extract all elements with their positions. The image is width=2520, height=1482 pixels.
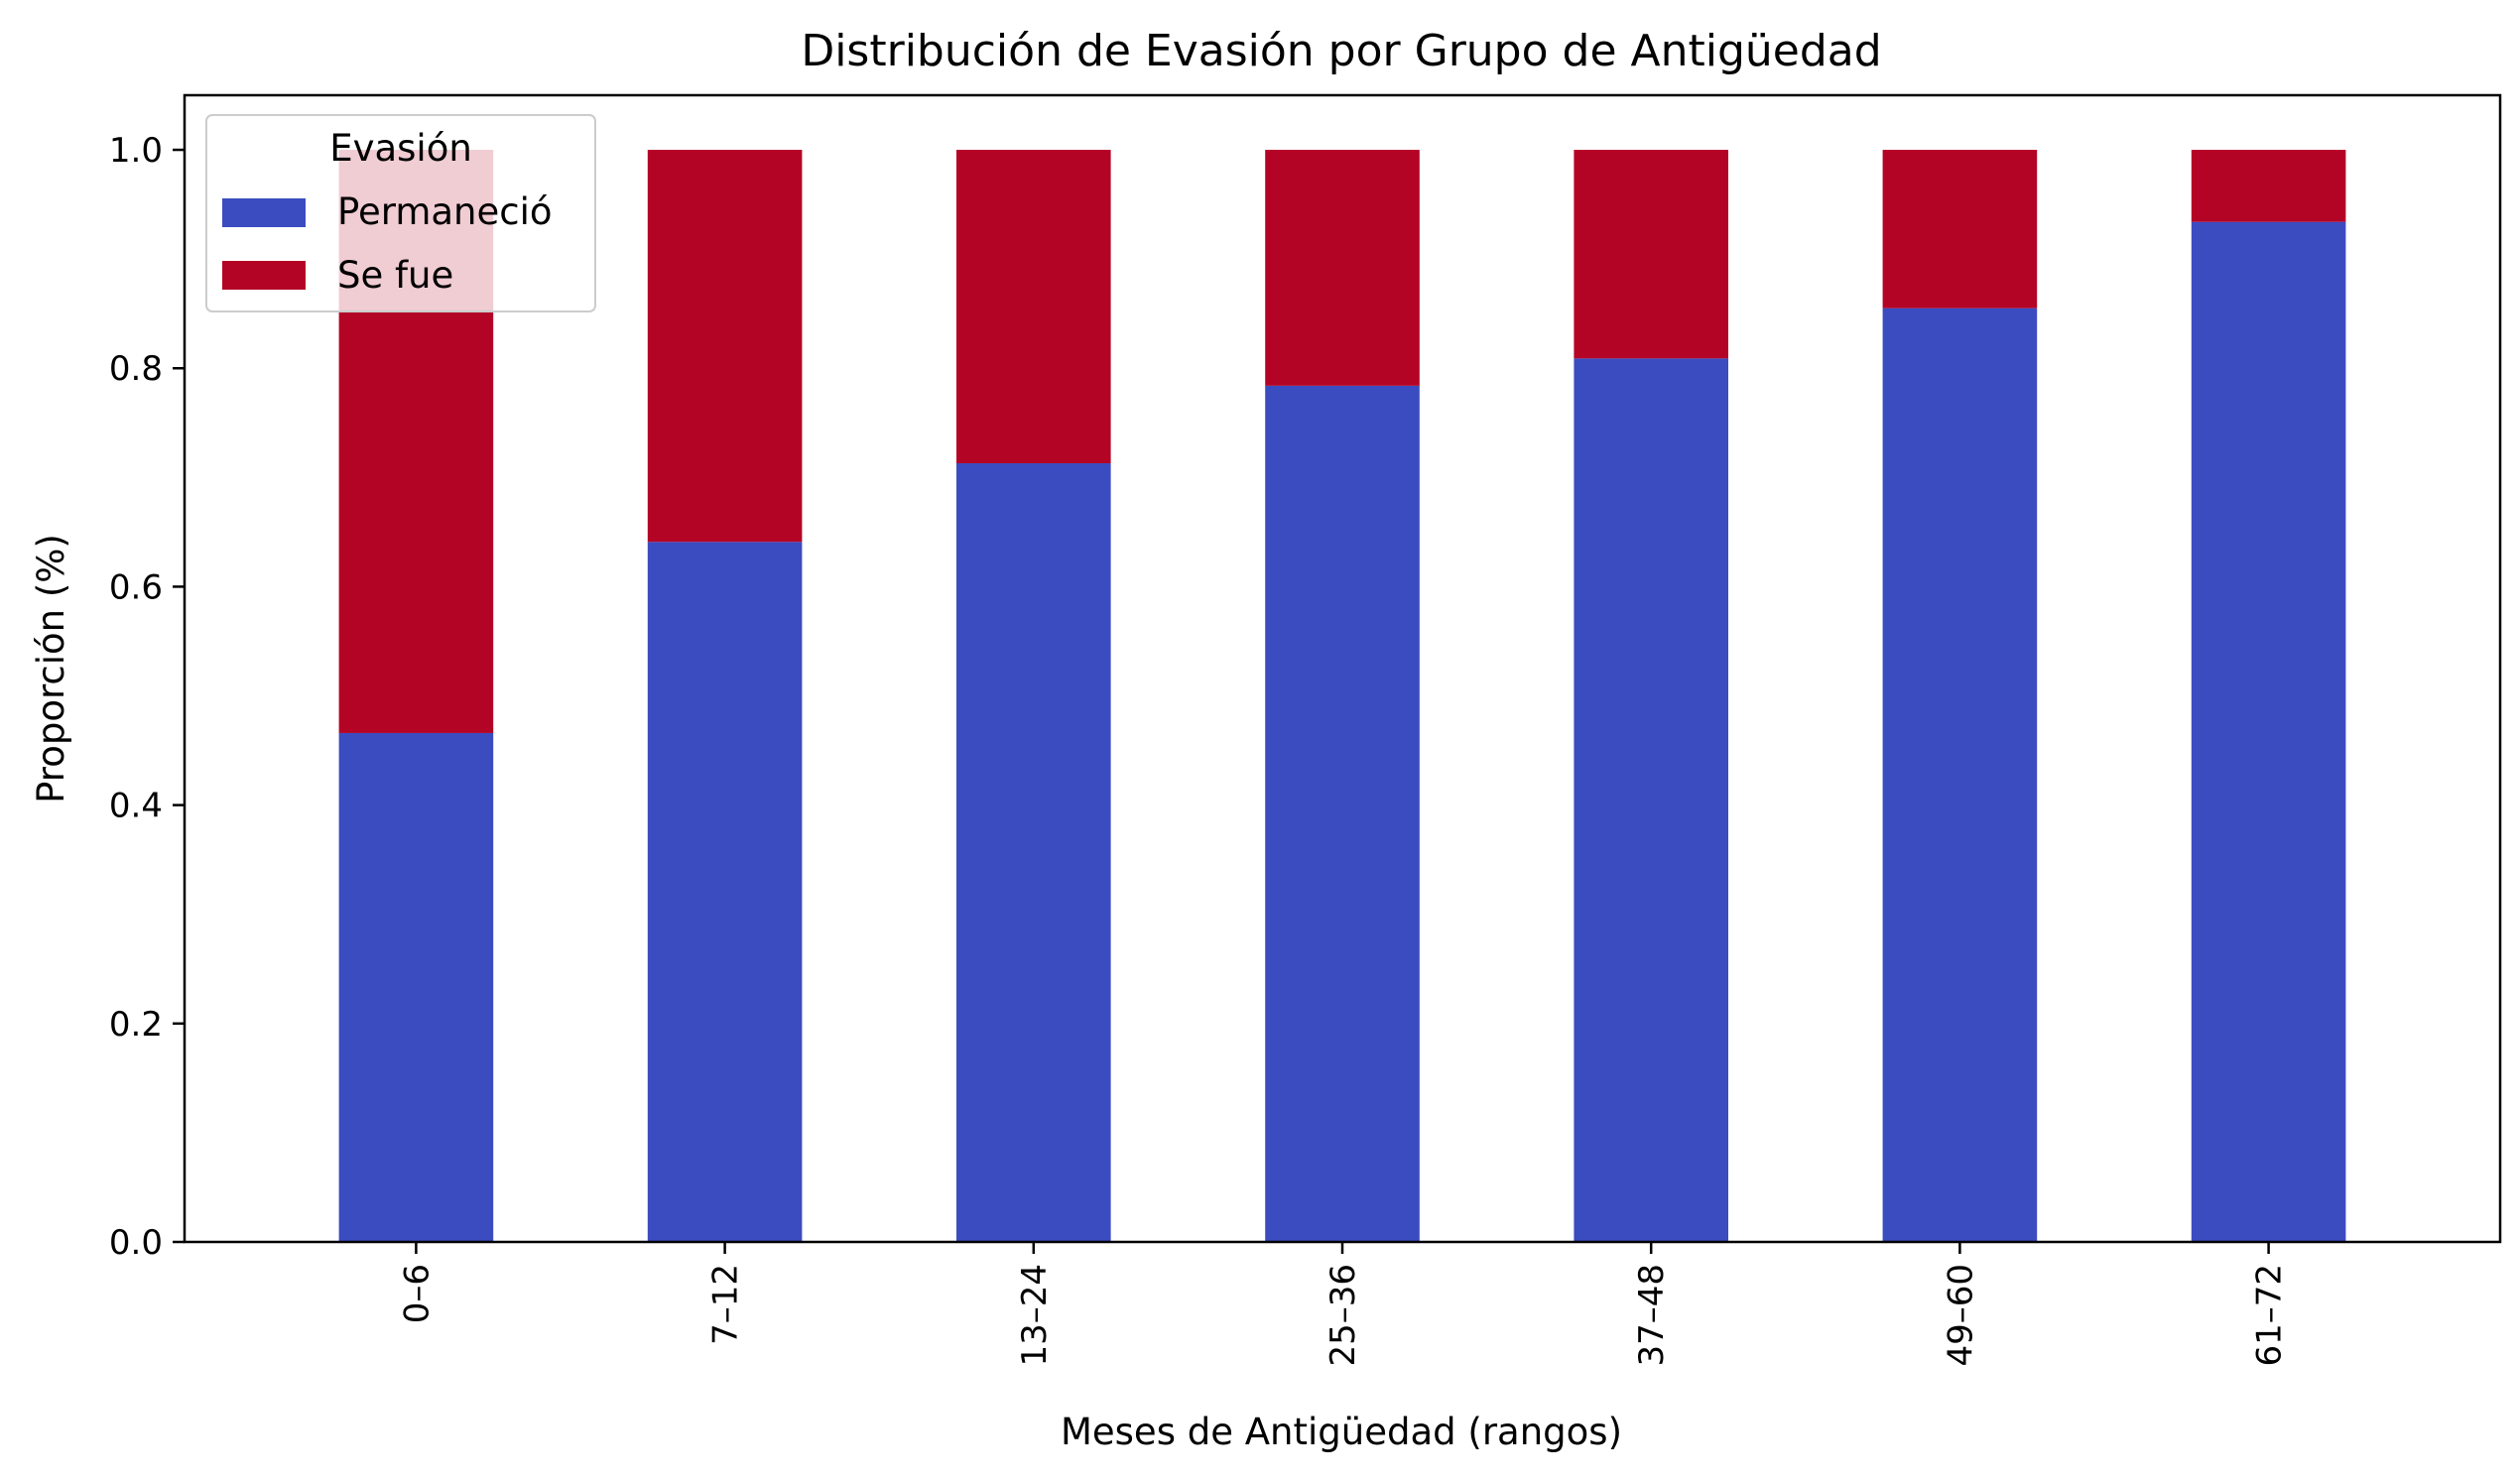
y-tick-label: 0.6 bbox=[109, 567, 163, 607]
x-axis: 0–6 7–12 13–24 25–36 37–48 49–60 61–72 bbox=[397, 1242, 2290, 1367]
x-tick-label-0-6: 0–6 bbox=[397, 1264, 437, 1323]
chart-title: Distribución de Evasión por Grupo de Ant… bbox=[801, 26, 1881, 76]
bar-se-fue-25-36 bbox=[1265, 150, 1420, 386]
y-tick-label: 0.2 bbox=[109, 1005, 163, 1045]
legend-label-se-fue: Se fue bbox=[337, 254, 453, 297]
legend-swatch-se-fue bbox=[222, 261, 306, 290]
bar-se-fue-37-48 bbox=[1574, 150, 1728, 359]
bar-permanecio-37-48 bbox=[1574, 358, 1728, 1243]
y-axis: 0.0 0.2 0.4 0.6 0.8 1.0 bbox=[109, 131, 185, 1263]
bar-permanecio-7-12 bbox=[647, 542, 803, 1242]
y-tick-label: 0.4 bbox=[109, 787, 163, 826]
bars-layer bbox=[338, 150, 2346, 1243]
x-tick-label-25-36: 25–36 bbox=[1323, 1264, 1363, 1367]
bar-permanecio-13-24 bbox=[956, 463, 1111, 1242]
x-axis-label: Meses de Antigüedad (rangos) bbox=[1061, 1411, 1622, 1453]
bar-permanecio-49-60 bbox=[1882, 308, 2038, 1242]
legend-title: Evasión bbox=[329, 127, 472, 170]
y-tick-label: 0.8 bbox=[109, 349, 163, 389]
y-axis-label: Proporción (%) bbox=[30, 534, 72, 803]
legend-swatch-permanecio bbox=[222, 198, 306, 227]
bar-se-fue-61-72 bbox=[2191, 150, 2346, 222]
x-tick-label-61-72: 61–72 bbox=[2250, 1264, 2290, 1367]
bar-permanecio-0-6 bbox=[338, 732, 494, 1242]
x-tick-label-7-12: 7–12 bbox=[706, 1264, 746, 1345]
x-tick-label-13-24: 13–24 bbox=[1015, 1264, 1055, 1367]
legend-label-permanecio: Permaneció bbox=[337, 190, 553, 233]
y-tick-label: 1.0 bbox=[109, 131, 163, 171]
x-tick-label-37-48: 37–48 bbox=[1632, 1264, 1672, 1367]
y-tick-label: 0.0 bbox=[109, 1223, 163, 1263]
bar-permanecio-61-72 bbox=[2191, 221, 2346, 1243]
bar-se-fue-13-24 bbox=[956, 150, 1111, 464]
legend: Evasión Permaneció Se fue bbox=[205, 114, 596, 312]
x-tick-label-49-60: 49–60 bbox=[1941, 1264, 1980, 1367]
bar-se-fue-49-60 bbox=[1882, 150, 2038, 309]
bar-permanecio-25-36 bbox=[1265, 385, 1420, 1243]
bar-se-fue-7-12 bbox=[647, 150, 803, 543]
